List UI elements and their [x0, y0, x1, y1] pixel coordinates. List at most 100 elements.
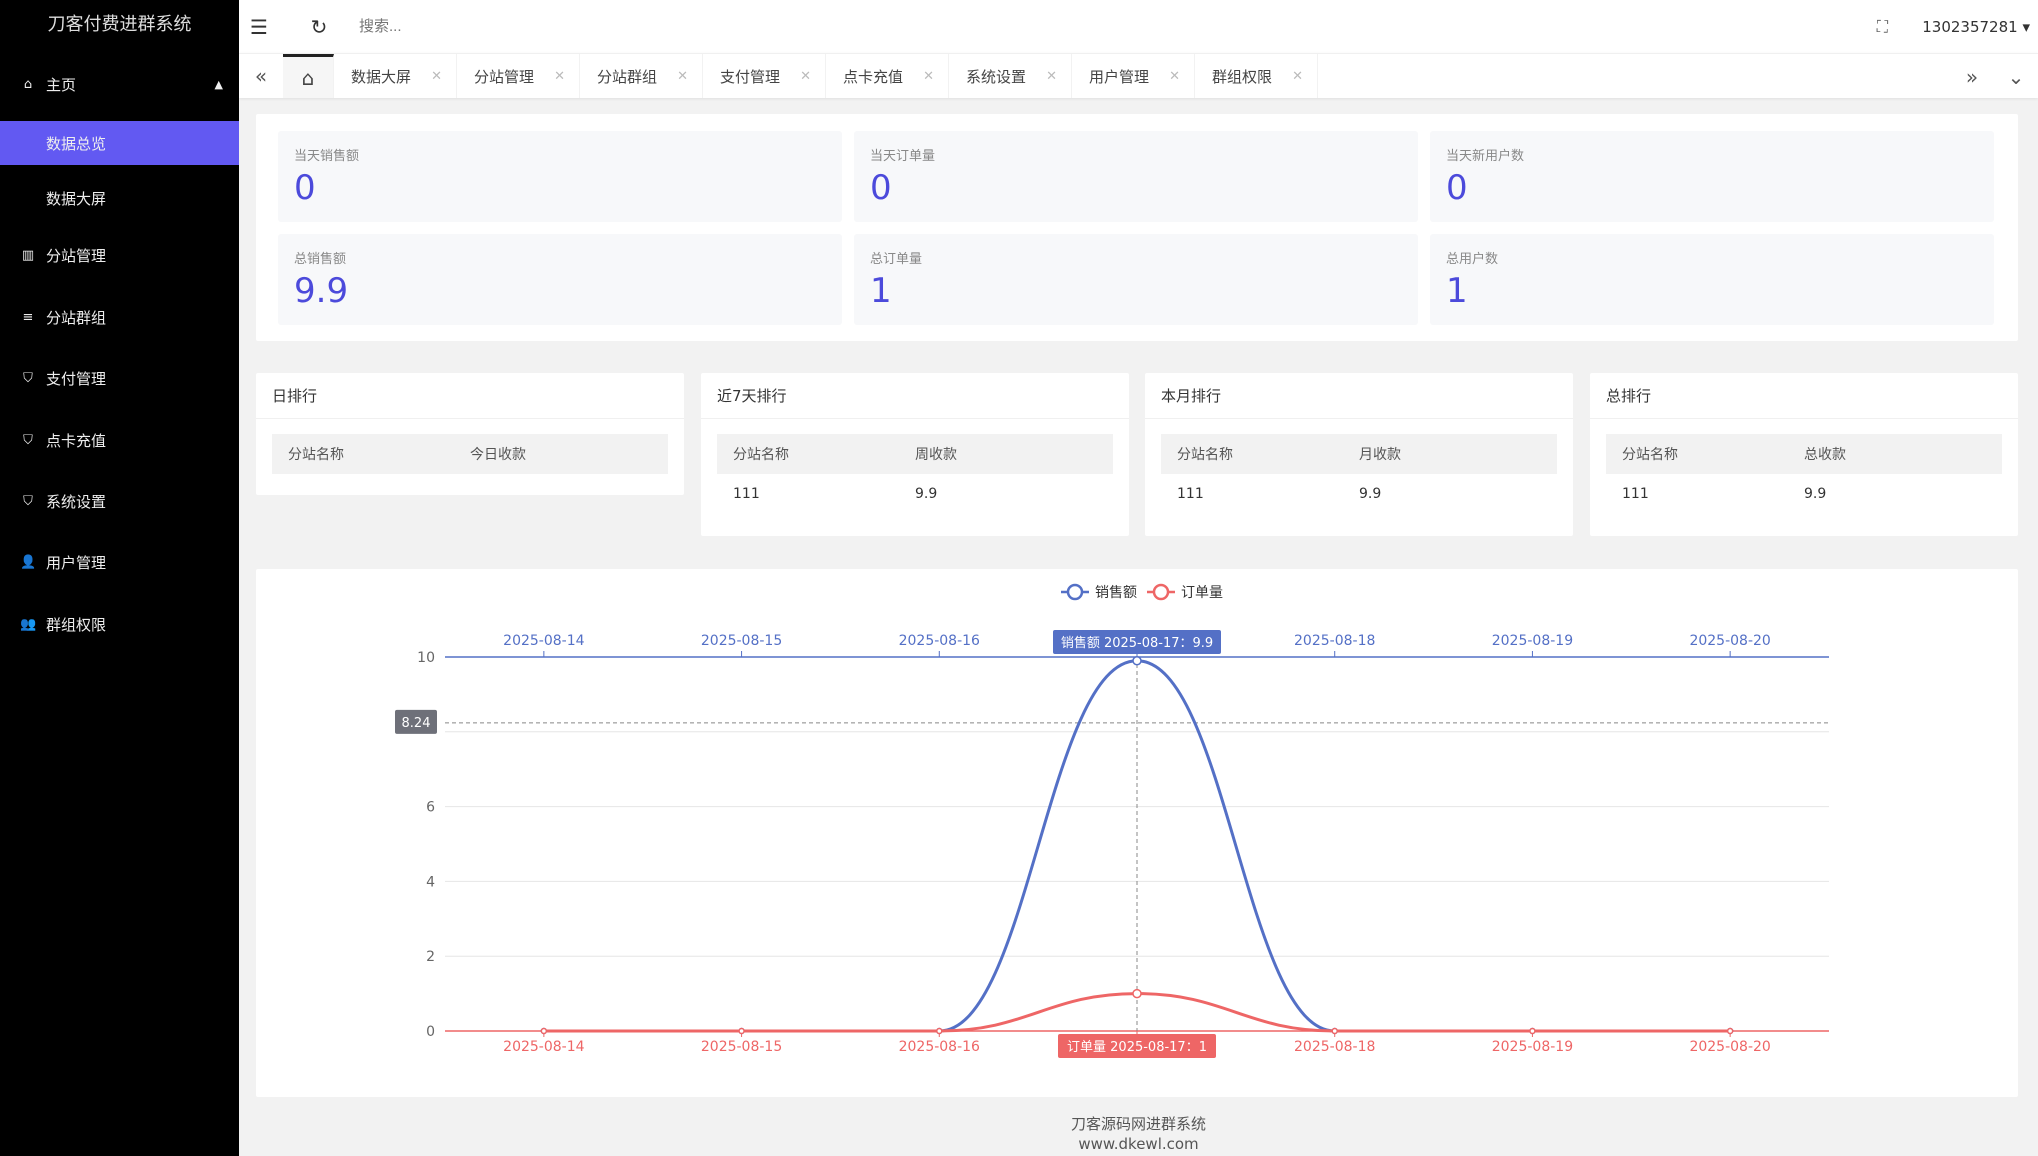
sidebar-item-6[interactable]: ⛉ 点卡充值	[0, 418, 239, 462]
sidebar-item-9[interactable]: 👥 群组权限	[0, 602, 239, 646]
data-point[interactable]	[1529, 1027, 1536, 1035]
sidebar-item-2[interactable]: 数据大屏	[0, 176, 239, 220]
x-tick-label: 2025-08-18	[1294, 1039, 1375, 1055]
caret-up-icon: ▲	[214, 77, 223, 91]
fullscreen-icon[interactable]: ⛶	[1876, 16, 1888, 36]
tab-3[interactable]: 支付管理 ✕	[703, 54, 826, 98]
line-chart: 0 2 4 6 10 2025-08-14 2025-08-15 2025-08-16 2025…	[395, 583, 1829, 1058]
users-icon: 👥	[20, 616, 37, 632]
ranking-table: 分站名称 今日收款	[272, 434, 668, 474]
stat-label: 当天销售额	[294, 149, 360, 164]
tab-5[interactable]: 系统设置 ✕	[949, 54, 1072, 98]
close-icon[interactable]: ✕	[1292, 68, 1303, 84]
close-icon[interactable]: ✕	[677, 68, 688, 84]
column-header: 分站名称	[288, 447, 344, 463]
sidebar-item-3[interactable]: ▥ 分站管理	[0, 233, 239, 277]
search-input[interactable]	[359, 18, 659, 35]
close-icon[interactable]: ✕	[800, 68, 811, 84]
stat-label: 当天新用户数	[1446, 149, 1525, 164]
sidebar-item-8[interactable]: 👤 用户管理	[0, 540, 239, 584]
sidebar-item-5[interactable]: ⛉ 支付管理	[0, 356, 239, 400]
close-icon[interactable]: ✕	[923, 68, 934, 84]
ranking-table: 分站名称 月收款 111 9.9	[1161, 434, 1557, 514]
tab-0[interactable]: 数据大屏 ✕	[334, 54, 457, 98]
tab-label: 群组权限	[1212, 67, 1273, 86]
ranking-table: 分站名称 周收款 111 9.9	[717, 434, 1113, 514]
legend-label: 销售额	[1095, 585, 1137, 601]
data-point[interactable]	[1726, 1027, 1734, 1035]
stats-panel: 当天销售额 0 当天订单量 0 当天新用户数 0 总销售额 9.9 总订单量 1 总用户数 1	[256, 114, 2018, 341]
ranking-panel: 本月排行分站名称 月收款 111 9.9	[1145, 373, 1573, 536]
sidebar-item-label: 系统设置	[46, 492, 107, 511]
sidebar-item-label: 群组权限	[46, 615, 107, 634]
refresh-icon[interactable]: ↻	[310, 14, 328, 39]
tab-2[interactable]: 分站群组 ✕	[580, 54, 703, 98]
footer-link[interactable]: www.dkewl.com	[1078, 1135, 1199, 1153]
tooltip-text: 订单量 2025-08-17：1	[1067, 1040, 1207, 1055]
axis-pointer-label-top	[1053, 630, 1221, 654]
close-icon[interactable]: ✕	[1169, 68, 1180, 84]
sidebar-item-7[interactable]: ⛉ 系统设置	[0, 479, 239, 523]
ranking-title: 总排行	[1590, 373, 2018, 419]
series-line-1	[543, 992, 1731, 1033]
data-point[interactable]	[738, 1027, 745, 1035]
user-menu[interactable]: 1302357281 ▾	[1922, 17, 2030, 36]
tab-home[interactable]: ⌂	[283, 54, 334, 98]
stat-value: 0	[294, 168, 316, 208]
stat-value: 0	[1446, 168, 1468, 208]
table-header: 分站名称 今日收款	[272, 434, 668, 474]
columns-icon: ▥	[21, 247, 35, 263]
x-tick-label: 2025-08-20	[1689, 633, 1770, 649]
ranking-title: 本月排行	[1145, 373, 1573, 419]
column-header: 分站名称	[1177, 447, 1233, 463]
tab-7[interactable]: 群组权限 ✕	[1195, 54, 1318, 98]
tab-6[interactable]: 用户管理 ✕	[1072, 54, 1195, 98]
tabs-dropdown-icon[interactable]: ⌄	[2007, 64, 2025, 89]
cell: 111	[1622, 486, 1649, 502]
column-header: 分站名称	[733, 447, 789, 463]
tab-bar: « ⌂ 数据大屏 ✕ 分站管理 ✕ 分站群组 ✕ 支付管理 ✕ 点卡充值 ✕ 系统设置 ✕ 用户管理 ✕ 群…	[239, 53, 2038, 98]
sidebar-item-0[interactable]: ⌂ 主页 ▲	[0, 62, 239, 106]
ranking-panel: 日排行 分站名称 今日收款	[256, 373, 684, 495]
tab-1[interactable]: 分站管理 ✕	[457, 54, 580, 98]
tabs-scroll-left-icon[interactable]: «	[254, 64, 268, 88]
menu-toggle-icon[interactable]: ☰	[250, 14, 268, 39]
stat-value: 0	[870, 168, 892, 208]
y-pointer-label	[395, 709, 437, 734]
legend-marker	[1152, 583, 1170, 601]
sidebar-item-1[interactable]: 数据总览	[0, 121, 239, 165]
x-tick-label: 2025-08-14	[503, 1039, 584, 1055]
sidebar-item-label: 分站管理	[46, 246, 107, 265]
home-icon: ⌂	[23, 76, 33, 92]
axis-pointer-label-bottom	[1058, 1034, 1216, 1058]
stat-card: 当天销售额 0	[278, 131, 842, 222]
close-icon[interactable]: ✕	[1046, 68, 1057, 84]
tooltip-text: 销售额 2025-08-17：9.9	[1061, 635, 1213, 651]
sidebar-item-4[interactable]: ≡ 分站群组	[0, 295, 239, 339]
data-point[interactable]	[1132, 655, 1142, 666]
tab-label: 分站管理	[474, 67, 535, 86]
close-icon[interactable]: ✕	[431, 68, 442, 84]
sliders-icon: ≡	[22, 309, 34, 325]
sidebar-item-label: 支付管理	[46, 369, 107, 388]
column-header: 今日收款	[470, 447, 526, 463]
close-icon[interactable]: ✕	[554, 68, 565, 84]
legend-item[interactable]: 订单量	[1147, 583, 1223, 601]
legend-item[interactable]: 销售额	[1061, 583, 1137, 601]
column-header: 总收款	[1804, 447, 1846, 463]
y-tick-label: 10	[417, 650, 435, 666]
data-point[interactable]	[540, 1027, 548, 1035]
table-header: 分站名称 周收款	[717, 434, 1113, 474]
data-point[interactable]	[1331, 1027, 1338, 1035]
x-tick-label: 2025-08-15	[701, 1039, 782, 1055]
data-point[interactable]	[1132, 988, 1142, 999]
data-point[interactable]	[936, 1027, 943, 1035]
sidebar-item-label: 数据大屏	[46, 189, 107, 208]
tab-4[interactable]: 点卡充值 ✕	[826, 54, 949, 98]
stat-card: 当天订单量 0	[854, 131, 1418, 222]
table-row: 111 9.9	[1606, 474, 2002, 514]
tabs-scroll-right-icon[interactable]: »	[1965, 64, 1979, 89]
stat-label: 当天订单量	[870, 149, 936, 164]
table-row: 111 9.9	[717, 474, 1113, 514]
ranking-panel: 近7天排行 分站名称 周收款 111 9.9	[701, 373, 1129, 536]
